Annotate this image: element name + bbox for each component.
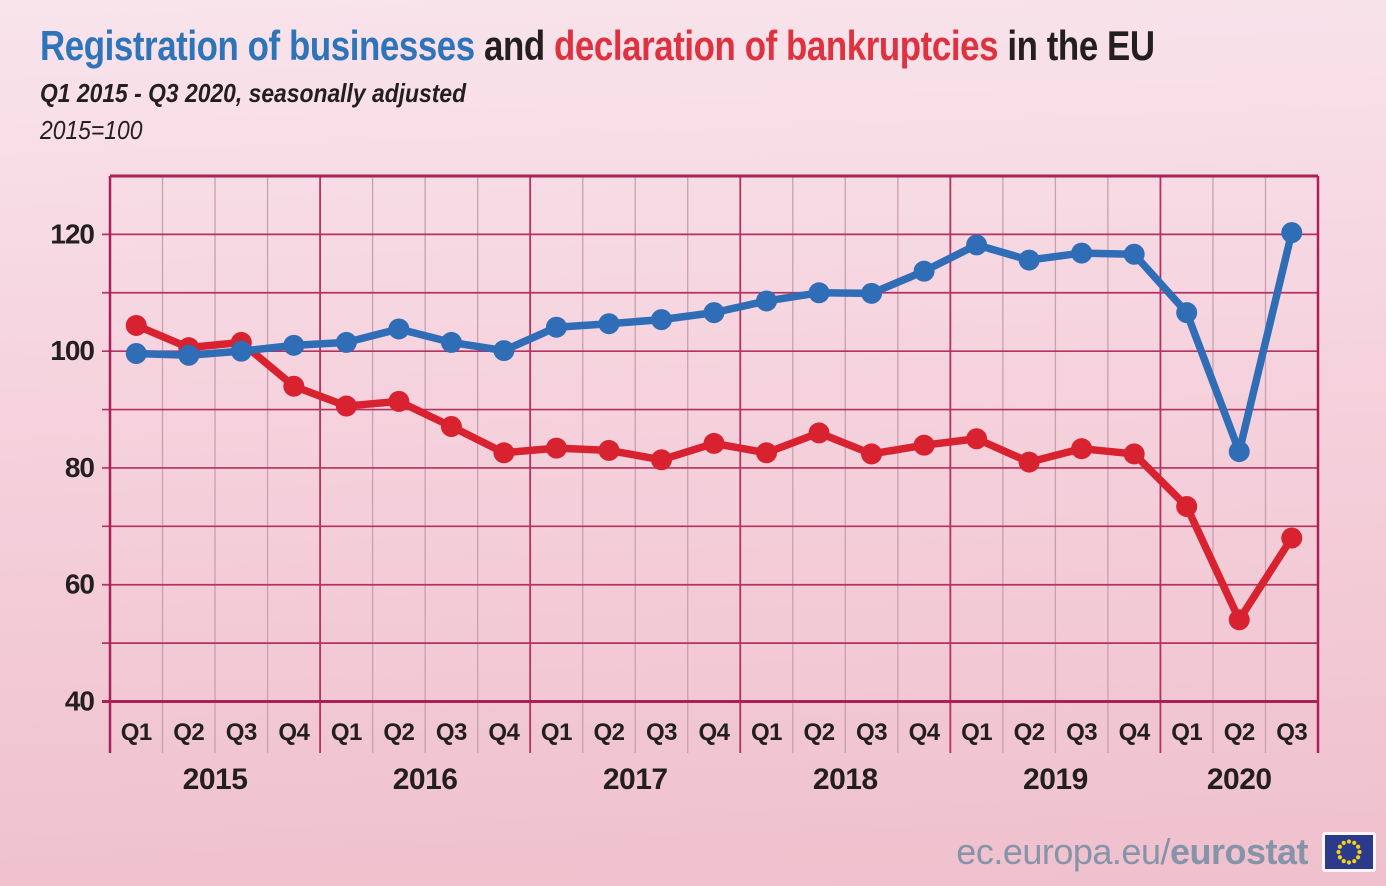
svg-text:2017: 2017 [603, 763, 668, 796]
footer: ec.europa.eu/eurostat [956, 828, 1376, 876]
eu-flag-icon [1322, 832, 1376, 872]
svg-text:80: 80 [65, 452, 95, 483]
svg-text:Q4: Q4 [278, 719, 310, 746]
svg-text:Q4: Q4 [698, 719, 730, 746]
svg-text:Q2: Q2 [383, 719, 414, 746]
svg-text:2016: 2016 [393, 763, 458, 796]
svg-text:Q2: Q2 [1014, 719, 1045, 746]
title-bankruptcies: declaration of bankruptcies [554, 22, 999, 69]
svg-text:Q1: Q1 [751, 719, 782, 746]
title-and: and [474, 22, 555, 69]
svg-text:Q1: Q1 [961, 719, 992, 746]
svg-text:Q2: Q2 [804, 719, 835, 746]
eurostat-url: ec.europa.eu/eurostat [956, 831, 1308, 873]
svg-text:Q4: Q4 [1119, 719, 1151, 746]
svg-text:120: 120 [50, 218, 94, 249]
svg-text:40: 40 [65, 686, 95, 717]
url-eurostat: eurostat [1169, 831, 1309, 872]
svg-text:2019: 2019 [1023, 763, 1088, 796]
svg-text:2018: 2018 [813, 763, 878, 796]
svg-text:Q3: Q3 [1276, 719, 1307, 746]
svg-text:100: 100 [50, 335, 94, 366]
svg-text:Q4: Q4 [909, 719, 941, 746]
svg-text:2020: 2020 [1207, 763, 1272, 796]
svg-text:Q1: Q1 [331, 719, 362, 746]
svg-text:Q1: Q1 [1171, 719, 1202, 746]
title-registrations: Registration of businesses [40, 22, 475, 69]
chart-header: Registration of businesses and declarati… [40, 22, 1383, 146]
svg-text:Q2: Q2 [173, 719, 204, 746]
index-base-note: 2015=100 [40, 115, 143, 146]
svg-text:Q1: Q1 [541, 719, 572, 746]
svg-text:Q3: Q3 [856, 719, 887, 746]
svg-text:Q3: Q3 [646, 719, 677, 746]
svg-text:Q2: Q2 [593, 719, 624, 746]
url-prefix: ec.europa.eu/ [956, 831, 1170, 872]
svg-text:60: 60 [65, 569, 95, 600]
page-title: Registration of businesses and declarati… [40, 22, 1155, 70]
chart-subtitle: Q1 2015 - Q3 2020, seasonally adjusted [40, 78, 467, 109]
svg-text:Q3: Q3 [226, 719, 257, 746]
svg-text:2015: 2015 [183, 763, 248, 796]
svg-text:Q3: Q3 [1066, 719, 1097, 746]
title-in-the-eu: in the EU [998, 22, 1155, 69]
svg-text:Q4: Q4 [488, 719, 520, 746]
svg-text:Q2: Q2 [1224, 719, 1255, 746]
svg-text:Q1: Q1 [121, 719, 152, 746]
svg-text:Q3: Q3 [436, 719, 467, 746]
